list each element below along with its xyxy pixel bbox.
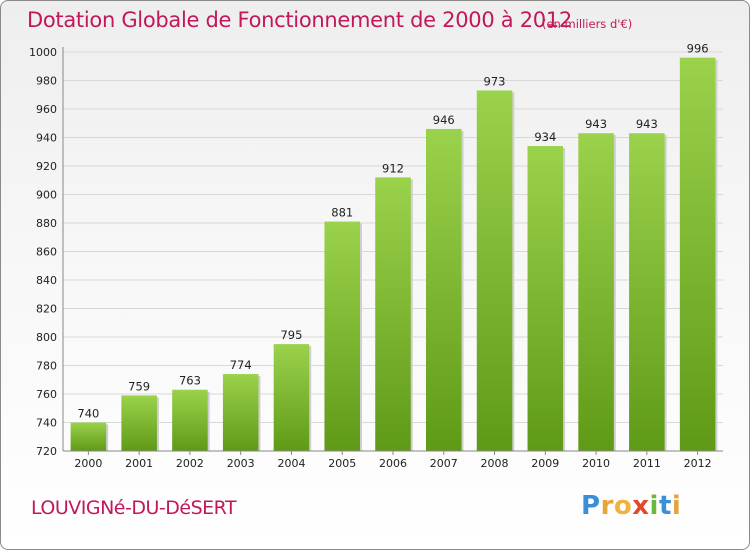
y-tick-label: 980 <box>36 75 57 88</box>
y-tick-label: 840 <box>36 274 57 287</box>
bar <box>679 57 716 451</box>
x-tick-label: 2010 <box>582 457 610 470</box>
bar <box>324 221 360 451</box>
logo-letter: i <box>671 491 682 521</box>
y-tick-label: 740 <box>36 417 57 430</box>
x-tick-label: 2008 <box>481 457 509 470</box>
data-label: 973 <box>484 74 506 88</box>
bar <box>222 374 259 451</box>
x-tick-label: 2007 <box>430 457 458 470</box>
chart-title: Dotation Globale de Fonctionnement de 20… <box>27 8 572 32</box>
x-tick-label: 2012 <box>684 457 712 470</box>
bar <box>121 395 157 451</box>
y-tick-label: 880 <box>36 217 57 230</box>
x-tick-label: 2009 <box>531 457 559 470</box>
bar <box>476 90 513 451</box>
commune-name: LOUVIGNé-DU-DéSERT <box>31 497 237 519</box>
bar <box>527 146 564 452</box>
y-tick-label: 860 <box>36 246 57 259</box>
x-tick-label: 2011 <box>633 457 661 470</box>
logo-letter: i <box>649 491 659 521</box>
data-label: 795 <box>280 328 302 342</box>
bar <box>629 133 665 451</box>
x-tick-label: 2004 <box>277 457 305 470</box>
x-tick-label: 2006 <box>379 457 407 470</box>
data-label: 774 <box>230 358 252 372</box>
bar <box>375 177 411 451</box>
logo-letter: o <box>613 491 633 521</box>
logo-letter: t <box>658 491 672 521</box>
y-tick-label: 820 <box>36 303 57 316</box>
x-tick-label: 2001 <box>125 457 153 470</box>
y-tick-label: 960 <box>36 103 57 116</box>
x-tick-label: 2003 <box>227 457 255 470</box>
data-label: 934 <box>534 130 556 144</box>
data-label: 763 <box>179 374 201 388</box>
x-tick-label: 2005 <box>328 457 356 470</box>
y-tick-label: 800 <box>36 331 57 344</box>
data-label: 912 <box>382 161 404 175</box>
y-tick-label: 900 <box>36 189 57 202</box>
data-label: 946 <box>433 113 455 127</box>
data-label: 943 <box>585 117 607 131</box>
bar <box>172 389 208 451</box>
data-label: 943 <box>636 117 658 131</box>
data-label: 759 <box>128 379 150 393</box>
data-label: 996 <box>687 42 709 56</box>
chart-subtitle: (en milliers d'€) <box>542 17 633 31</box>
x-tick-label: 2000 <box>74 457 102 470</box>
y-tick-label: 940 <box>36 132 57 145</box>
bar <box>70 422 107 451</box>
logo-letter: P <box>581 491 601 521</box>
bar <box>273 344 310 451</box>
data-label: 740 <box>77 407 99 421</box>
data-label: 881 <box>331 206 353 220</box>
y-tick-label: 920 <box>36 160 57 173</box>
proxiti-logo[interactable]: Proxiti <box>581 491 681 521</box>
logo-letter: r <box>600 491 614 521</box>
logo-letter: x <box>632 491 650 521</box>
bar <box>426 128 462 451</box>
x-tick-label: 2002 <box>176 457 204 470</box>
y-tick-label: 1000 <box>29 46 57 59</box>
bar <box>578 133 614 451</box>
y-tick-label: 760 <box>36 388 57 401</box>
y-tick-label: 780 <box>36 360 57 373</box>
y-tick-label: 720 <box>36 445 57 458</box>
